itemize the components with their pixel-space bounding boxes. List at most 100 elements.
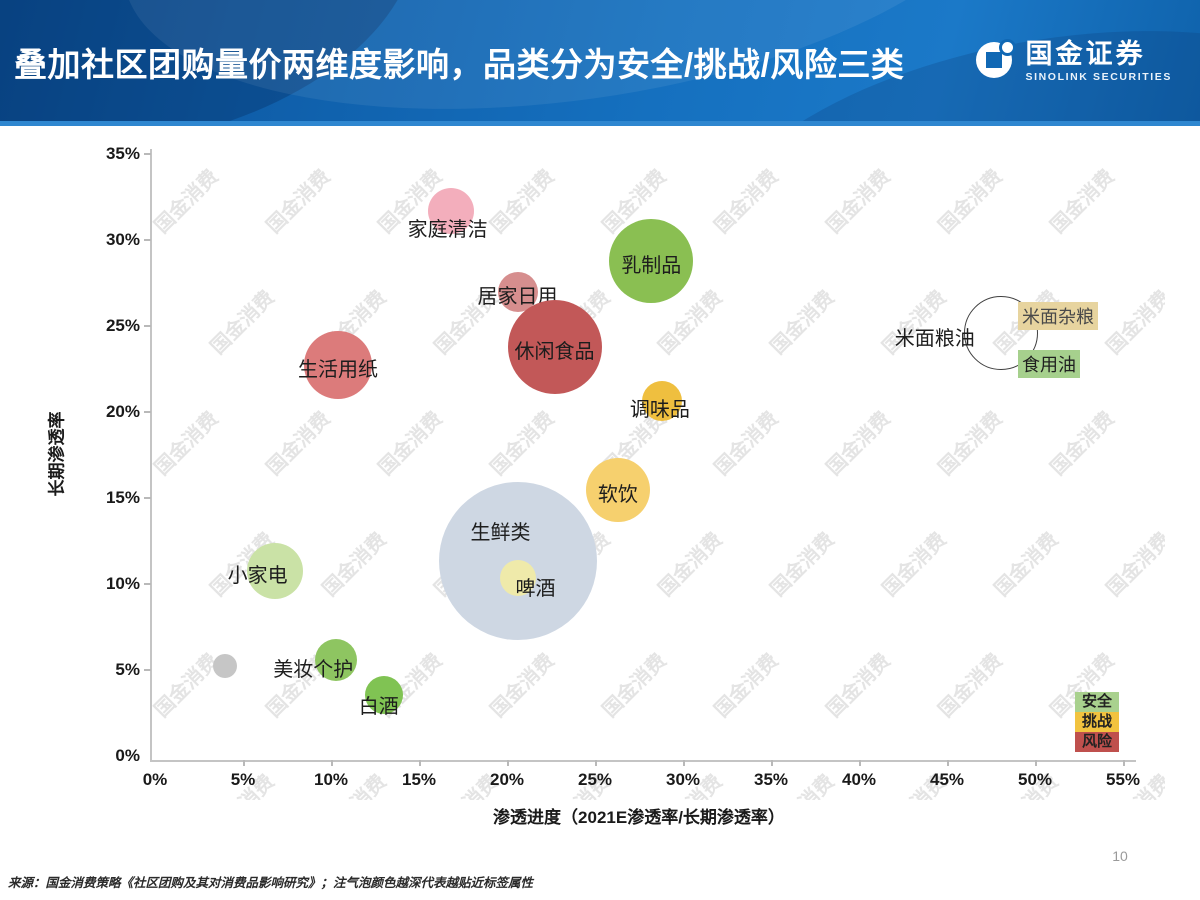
- y-axis-tick: [144, 239, 151, 241]
- chart-bubble-乳制品: [609, 219, 694, 304]
- x-tick-label: 50%: [1017, 770, 1053, 789]
- bubble-label: 软饮: [597, 484, 638, 507]
- annotation-tag: 食用油: [1018, 350, 1080, 378]
- bubble-chart: 国金消费 国金消费 国金消费 国金消费 国金消费 国金消费 国金消费 国金消费 国金消费 国金消费…: [0, 125, 1200, 845]
- slide-title: 叠加社区团购量价两维度影响，品类分为安全/挑战/风险三类: [14, 46, 905, 83]
- watermark-stamp: 国金消费: [710, 165, 783, 238]
- chart-bubble: [213, 653, 238, 678]
- x-axis-tick: [859, 760, 861, 766]
- x-axis-tick: [419, 760, 421, 766]
- y-tick-label: 15%: [105, 488, 140, 507]
- watermark-stamp: 国金消费: [486, 407, 559, 480]
- y-axis-line: [150, 149, 152, 760]
- watermark-stamp: 国金消费: [878, 528, 951, 601]
- watermark-stamp: 国金消费: [1046, 165, 1119, 238]
- bubble-label: 啤酒: [515, 577, 556, 600]
- watermark-stamp: 国金消费: [206, 286, 279, 359]
- x-tick-label: 20%: [489, 770, 525, 789]
- x-axis-tick: [243, 760, 245, 766]
- watermark-stamp: 国金消费: [1102, 286, 1165, 359]
- bubble-label: 居家日用: [477, 286, 558, 309]
- x-tick-label: 5%: [230, 770, 256, 789]
- watermark-stamp: 国金消费: [374, 407, 447, 480]
- bubble-label: 乳制品: [621, 255, 682, 278]
- chart-bubble-家庭清洁: [427, 188, 474, 235]
- watermark-stamp: 国金消费: [486, 649, 559, 722]
- x-axis-tick: [595, 760, 597, 766]
- x-axis-tick: [771, 760, 773, 766]
- x-axis-title: 渗透进度（2021E渗透率/长期渗透率）: [493, 808, 785, 827]
- watermark-stamp: 国金消费: [1046, 407, 1119, 480]
- watermark-stamp: 国金消费: [822, 165, 895, 238]
- y-axis-tick: [144, 411, 151, 413]
- x-tick-label: 45%: [929, 770, 965, 789]
- watermark-stamp: 国金消费: [766, 528, 839, 601]
- chart-bubble-生活用纸: [304, 330, 373, 399]
- legend-item-风险: 风险: [1075, 732, 1119, 752]
- watermark-stamp: 国金消费: [990, 528, 1063, 601]
- footer-source-note: 来源：国金消费策略《社区团购及其对消费品影响研究》；注气泡颜色越深代表越贴近标签…: [8, 876, 534, 890]
- bubble-label: 休闲食品: [514, 341, 595, 364]
- chart-bubble-啤酒: [499, 559, 536, 596]
- y-axis-tick: [144, 583, 151, 585]
- x-tick-label: 35%: [753, 770, 789, 789]
- sinolink-coin-icon: [975, 39, 1016, 80]
- y-tick-label: 30%: [105, 230, 140, 249]
- y-tick-label: 25%: [105, 316, 140, 335]
- watermark-stamp: 国金消费: [262, 165, 335, 238]
- page-number: 10: [1112, 848, 1128, 864]
- bubble-label: 米面粮油: [894, 327, 975, 350]
- chart-bubble-米面粮油: [963, 295, 1038, 370]
- legend-item-安全: 安全: [1075, 692, 1119, 712]
- x-axis-line: [150, 760, 1136, 762]
- watermark-stamp: 国金消费: [934, 165, 1007, 238]
- x-axis-tick: [507, 760, 509, 766]
- y-tick-label: 10%: [105, 574, 140, 593]
- x-tick-label: 10%: [313, 770, 349, 789]
- chart-bubble-小家电: [246, 542, 303, 599]
- annotation-tag: 米面杂粮: [1018, 302, 1098, 330]
- y-tick-label: 20%: [105, 402, 140, 421]
- watermark-stamp: 国金消费: [598, 649, 671, 722]
- y-axis-tick: [144, 669, 151, 671]
- bubble-label: 生鲜类: [470, 521, 531, 544]
- chart-bubble-休闲食品: [507, 300, 602, 395]
- watermark-stamp: 国金消费: [262, 407, 335, 480]
- x-tick-label: 15%: [401, 770, 437, 789]
- y-axis-tick: [144, 325, 151, 327]
- bubble-label: 调味品: [629, 398, 690, 421]
- y-tick-label: 35%: [105, 144, 140, 163]
- y-tick-label: 0%: [115, 746, 140, 765]
- x-axis-tick: [331, 760, 333, 766]
- bubble-label: 小家电: [227, 564, 288, 587]
- x-tick-label: 55%: [1105, 770, 1141, 789]
- y-axis-tick: [144, 497, 151, 499]
- watermark-stamp: 国金消费: [1102, 528, 1165, 601]
- watermark-stamp: 国金消费: [934, 649, 1007, 722]
- header-banner: 叠加社区团购量价两维度影响，品类分为安全/挑战/风险三类 国金证券 SINOLI…: [0, 0, 1200, 126]
- watermark-stamp: 国金消费: [934, 407, 1007, 480]
- brand-name-cn: 国金证券: [1025, 39, 1146, 69]
- x-tick-label: 0%: [142, 770, 168, 789]
- watermark-stamp: 国金消费: [150, 165, 223, 238]
- y-axis-tick: [144, 153, 151, 155]
- x-tick-label: 25%: [577, 770, 613, 789]
- x-axis-tick: [1123, 760, 1125, 766]
- brand-logo: 国金证券 SINOLINK SECURITIES: [975, 39, 1173, 83]
- watermark-stamp: 国金消费: [654, 528, 727, 601]
- x-axis-tick: [947, 760, 949, 766]
- watermark-stamp: 国金消费: [150, 407, 223, 480]
- x-axis-tick: [1035, 760, 1037, 766]
- legend-item-挑战: 挑战: [1075, 712, 1119, 732]
- watermark-stamp: 国金消费: [710, 649, 783, 722]
- chart-bubble-软饮: [585, 458, 650, 523]
- bubble-label: 家庭清洁: [407, 219, 488, 242]
- x-tick-label: 40%: [841, 770, 877, 789]
- brand-name-en: SINOLINK SECURITIES: [1025, 71, 1172, 83]
- x-tick-label: 30%: [665, 770, 701, 789]
- watermark-stamp: 国金消费: [822, 407, 895, 480]
- chart-bubble-白酒: [364, 675, 403, 714]
- bubble-label: 生活用纸: [298, 358, 379, 381]
- watermark-stamp: 国金消费: [822, 649, 895, 722]
- chart-legend: 安全 挑战 风险: [1075, 692, 1119, 752]
